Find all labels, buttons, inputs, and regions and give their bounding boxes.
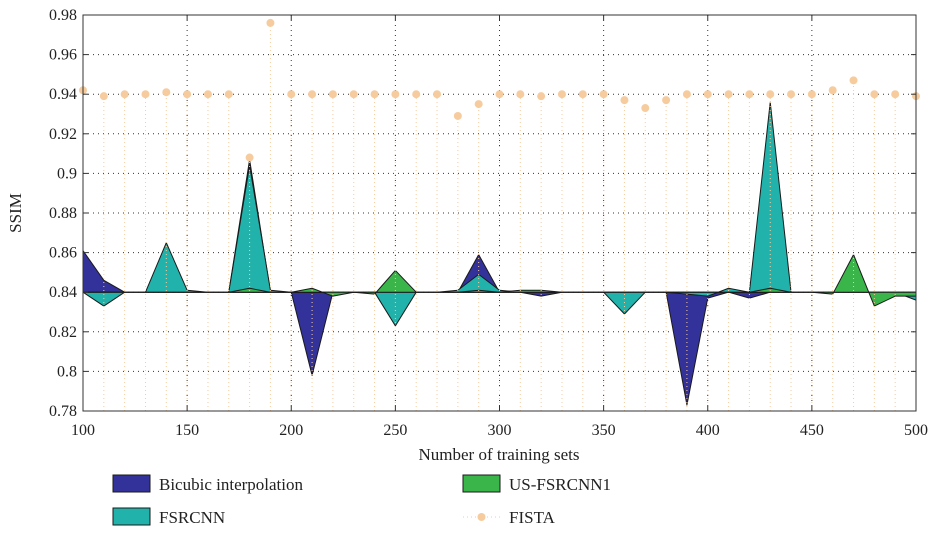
- fista-point: [203, 90, 212, 99]
- fista-point: [370, 90, 379, 99]
- y-tick-label: 0.9: [57, 165, 77, 182]
- y-tick-label: 0.8: [57, 363, 77, 380]
- y-tick-label: 0.82: [49, 324, 77, 341]
- fista-point: [557, 90, 566, 99]
- legend-label-fista: FISTA: [509, 508, 556, 527]
- fista-point: [641, 104, 650, 113]
- fista-point: [870, 90, 879, 99]
- fista-point: [891, 90, 900, 99]
- x-tick-label: 200: [279, 422, 303, 439]
- fista-point: [287, 90, 296, 99]
- y-tick-label: 0.84: [49, 284, 77, 301]
- fista-point: [787, 90, 796, 99]
- legend-swatch-dot-fista: [477, 513, 486, 521]
- fista-point: [474, 100, 483, 109]
- fista-point: [807, 90, 816, 99]
- y-axis-title: SSIM: [6, 193, 25, 233]
- fista-point: [183, 90, 192, 99]
- fista-point: [349, 90, 358, 99]
- fista-point: [224, 90, 233, 99]
- y-tick-label: 0.86: [49, 245, 77, 262]
- fista-point: [245, 153, 254, 162]
- legend-swatch-us-fsrcnn1: [462, 474, 501, 493]
- x-axis-title: Number of training sets: [419, 445, 580, 464]
- fista-point: [745, 90, 754, 99]
- fista-point: [266, 18, 275, 27]
- legend-label-fsrcnn: FSRCNN: [159, 508, 225, 527]
- fista-point: [766, 90, 775, 99]
- fista-point: [828, 86, 837, 95]
- y-tick-label: 0.94: [49, 86, 77, 103]
- y-tick-label: 0.96: [49, 47, 77, 64]
- legend-label-bicubic-interpolation: Bicubic interpolation: [159, 475, 303, 494]
- fista-point: [453, 111, 462, 120]
- tick-layer: 100 150 200 250 300 350 400 450 500 0.78 0.8 0.82 0.…: [49, 7, 928, 439]
- fista-point: [682, 90, 691, 99]
- fista-point: [662, 96, 671, 105]
- x-tick-label: 300: [488, 422, 512, 439]
- fista-point: [703, 90, 712, 99]
- fista-point: [599, 90, 608, 99]
- y-tick-label: 0.88: [49, 205, 77, 222]
- y-tick-label: 0.92: [49, 126, 77, 143]
- x-tick-label: 100: [71, 422, 95, 439]
- fista-point: [724, 90, 733, 99]
- fista-point: [620, 96, 629, 105]
- x-tick-label: 450: [800, 422, 824, 439]
- fista-point: [162, 88, 171, 97]
- fista-point: [99, 92, 108, 101]
- x-tick-label: 400: [696, 422, 720, 439]
- y-tick-label: 0.78: [49, 403, 77, 420]
- fista-point: [578, 90, 587, 99]
- fista-point: [516, 90, 525, 99]
- fista-point: [537, 92, 546, 101]
- legend-label-us-fsrcnn1: US-FSRCNN1: [509, 475, 611, 494]
- legend-swatch-fsrcnn: [112, 507, 151, 526]
- fista-point: [391, 90, 400, 99]
- fista-point: [141, 90, 150, 99]
- fista-point: [328, 90, 337, 99]
- legend-swatch-bicubic-interpolation: [112, 474, 151, 493]
- x-tick-label: 250: [383, 422, 407, 439]
- fista-point: [849, 76, 858, 85]
- x-tick-label: 350: [592, 422, 616, 439]
- x-tick-label: 150: [175, 422, 199, 439]
- fista-point: [308, 90, 317, 99]
- legend: Bicubic interpolation FSRCNN US-FSRCNN1 FIS…: [112, 474, 611, 527]
- y-tick-label: 0.98: [49, 7, 77, 24]
- fista-point: [412, 90, 421, 99]
- x-tick-label: 500: [904, 422, 928, 439]
- fista-point: [433, 90, 442, 99]
- fista-point: [495, 90, 504, 99]
- fista-point: [120, 90, 129, 99]
